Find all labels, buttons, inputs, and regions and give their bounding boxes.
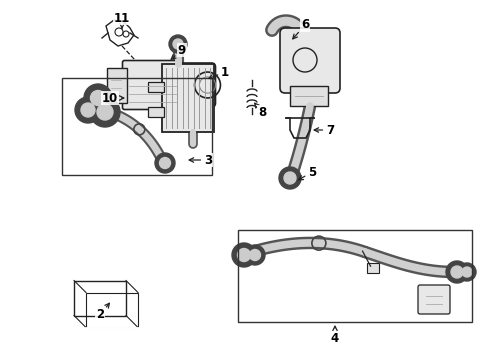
FancyBboxPatch shape xyxy=(280,28,340,93)
Circle shape xyxy=(90,97,120,127)
Text: 3: 3 xyxy=(189,153,212,166)
Circle shape xyxy=(155,153,175,173)
Text: 9: 9 xyxy=(171,44,186,59)
Text: 2: 2 xyxy=(96,303,109,321)
FancyBboxPatch shape xyxy=(122,60,181,109)
Bar xyxy=(238,230,472,322)
Circle shape xyxy=(97,104,113,120)
Text: 7: 7 xyxy=(314,123,334,136)
Circle shape xyxy=(446,261,468,283)
Text: 8: 8 xyxy=(255,103,266,118)
Text: 11: 11 xyxy=(114,12,130,28)
Bar xyxy=(62,78,212,175)
Bar xyxy=(367,263,379,273)
Circle shape xyxy=(173,39,183,49)
Circle shape xyxy=(169,35,187,53)
Circle shape xyxy=(232,243,256,267)
Bar xyxy=(290,86,328,106)
Bar xyxy=(148,82,164,92)
Circle shape xyxy=(160,158,171,168)
Text: 1: 1 xyxy=(209,66,229,79)
Circle shape xyxy=(451,266,463,278)
FancyBboxPatch shape xyxy=(418,285,450,314)
Circle shape xyxy=(458,263,476,281)
Circle shape xyxy=(84,84,112,112)
Text: 10: 10 xyxy=(102,91,124,104)
Bar xyxy=(106,68,126,103)
Circle shape xyxy=(279,167,301,189)
Circle shape xyxy=(249,249,261,261)
Circle shape xyxy=(462,267,472,277)
Text: 6: 6 xyxy=(293,18,309,39)
Text: 4: 4 xyxy=(331,326,339,345)
Circle shape xyxy=(245,245,265,265)
Text: 5: 5 xyxy=(298,166,316,180)
Circle shape xyxy=(91,90,105,105)
Circle shape xyxy=(75,97,101,123)
FancyBboxPatch shape xyxy=(177,63,216,107)
Circle shape xyxy=(238,248,250,261)
Circle shape xyxy=(81,103,95,117)
Circle shape xyxy=(284,172,296,184)
Bar xyxy=(148,107,164,117)
Bar xyxy=(162,64,214,132)
